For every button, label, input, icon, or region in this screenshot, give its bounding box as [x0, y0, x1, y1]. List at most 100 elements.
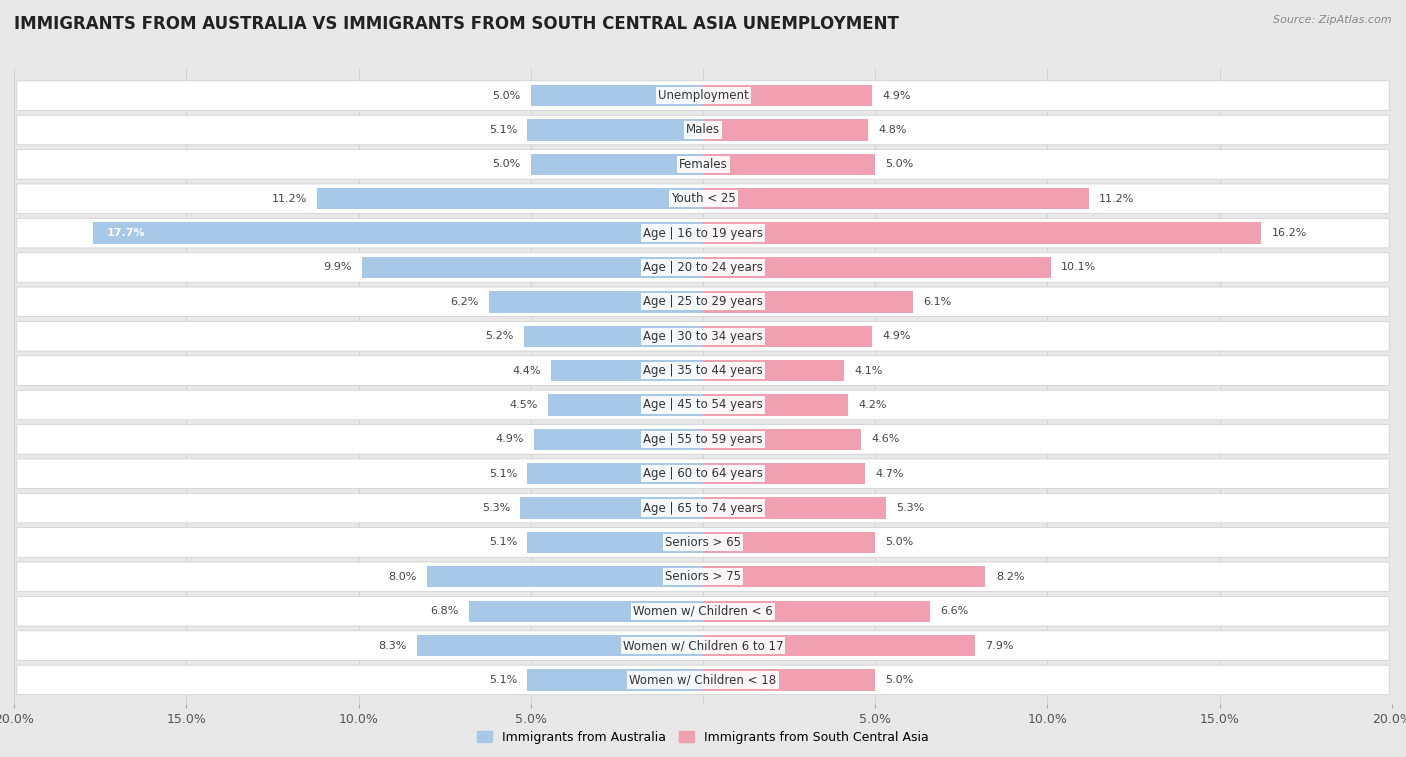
- Text: 8.0%: 8.0%: [388, 572, 418, 582]
- Text: 8.2%: 8.2%: [995, 572, 1025, 582]
- Text: Women w/ Children < 18: Women w/ Children < 18: [630, 674, 776, 687]
- Bar: [703, 85, 872, 106]
- Bar: [361, 257, 703, 278]
- Text: 6.6%: 6.6%: [941, 606, 969, 616]
- FancyBboxPatch shape: [17, 287, 1389, 316]
- Bar: [527, 669, 703, 690]
- Bar: [551, 360, 703, 382]
- Bar: [527, 463, 703, 484]
- Bar: [531, 154, 703, 175]
- Text: Unemployment: Unemployment: [658, 89, 748, 102]
- Text: 5.3%: 5.3%: [896, 503, 924, 513]
- FancyBboxPatch shape: [17, 631, 1389, 660]
- Bar: [93, 223, 703, 244]
- Bar: [703, 428, 862, 450]
- Bar: [703, 154, 875, 175]
- Text: Age | 35 to 44 years: Age | 35 to 44 years: [643, 364, 763, 377]
- Text: Youth < 25: Youth < 25: [671, 192, 735, 205]
- Text: 4.1%: 4.1%: [855, 366, 883, 375]
- Text: 5.0%: 5.0%: [886, 675, 914, 685]
- FancyBboxPatch shape: [17, 322, 1389, 351]
- Bar: [703, 326, 872, 347]
- Text: 5.1%: 5.1%: [489, 675, 517, 685]
- Text: Age | 55 to 59 years: Age | 55 to 59 years: [643, 433, 763, 446]
- Bar: [703, 188, 1088, 210]
- Bar: [703, 600, 931, 621]
- Text: 11.2%: 11.2%: [271, 194, 307, 204]
- Text: 4.9%: 4.9%: [495, 435, 524, 444]
- Text: 5.3%: 5.3%: [482, 503, 510, 513]
- Bar: [703, 566, 986, 587]
- Text: 17.7%: 17.7%: [107, 228, 146, 238]
- Text: 4.7%: 4.7%: [875, 469, 904, 478]
- FancyBboxPatch shape: [17, 528, 1389, 557]
- Text: Females: Females: [679, 158, 727, 171]
- FancyBboxPatch shape: [17, 390, 1389, 419]
- Text: Age | 45 to 54 years: Age | 45 to 54 years: [643, 398, 763, 412]
- Bar: [468, 600, 703, 621]
- Text: Age | 30 to 34 years: Age | 30 to 34 years: [643, 330, 763, 343]
- FancyBboxPatch shape: [17, 459, 1389, 488]
- Text: 4.5%: 4.5%: [509, 400, 537, 410]
- FancyBboxPatch shape: [17, 253, 1389, 282]
- Bar: [703, 223, 1261, 244]
- FancyBboxPatch shape: [17, 425, 1389, 454]
- FancyBboxPatch shape: [17, 562, 1389, 592]
- Legend: Immigrants from Australia, Immigrants from South Central Asia: Immigrants from Australia, Immigrants fr…: [472, 726, 934, 749]
- Text: 5.2%: 5.2%: [485, 332, 513, 341]
- Text: IMMIGRANTS FROM AUSTRALIA VS IMMIGRANTS FROM SOUTH CENTRAL ASIA UNEMPLOYMENT: IMMIGRANTS FROM AUSTRALIA VS IMMIGRANTS …: [14, 15, 898, 33]
- Bar: [520, 497, 703, 519]
- Text: Age | 20 to 24 years: Age | 20 to 24 years: [643, 261, 763, 274]
- Bar: [703, 635, 976, 656]
- Text: Source: ZipAtlas.com: Source: ZipAtlas.com: [1274, 15, 1392, 25]
- Bar: [703, 463, 865, 484]
- Text: 8.3%: 8.3%: [378, 640, 406, 650]
- Bar: [418, 635, 703, 656]
- Bar: [703, 291, 912, 313]
- Text: 16.2%: 16.2%: [1271, 228, 1306, 238]
- Text: 5.0%: 5.0%: [492, 160, 520, 170]
- Text: 5.1%: 5.1%: [489, 125, 517, 135]
- Text: Seniors > 65: Seniors > 65: [665, 536, 741, 549]
- Bar: [534, 428, 703, 450]
- FancyBboxPatch shape: [17, 665, 1389, 695]
- Text: 5.0%: 5.0%: [886, 160, 914, 170]
- Text: 6.1%: 6.1%: [924, 297, 952, 307]
- Bar: [527, 532, 703, 553]
- Text: 5.1%: 5.1%: [489, 469, 517, 478]
- Text: 5.0%: 5.0%: [492, 91, 520, 101]
- Text: Women w/ Children < 6: Women w/ Children < 6: [633, 605, 773, 618]
- Text: Males: Males: [686, 123, 720, 136]
- Bar: [527, 120, 703, 141]
- Text: 5.1%: 5.1%: [489, 537, 517, 547]
- Text: 4.8%: 4.8%: [879, 125, 907, 135]
- Bar: [489, 291, 703, 313]
- Bar: [703, 669, 875, 690]
- Text: Women w/ Children 6 to 17: Women w/ Children 6 to 17: [623, 639, 783, 652]
- FancyBboxPatch shape: [17, 494, 1389, 523]
- Text: Age | 65 to 74 years: Age | 65 to 74 years: [643, 502, 763, 515]
- Text: 6.8%: 6.8%: [430, 606, 458, 616]
- FancyBboxPatch shape: [17, 356, 1389, 385]
- FancyBboxPatch shape: [17, 115, 1389, 145]
- FancyBboxPatch shape: [17, 81, 1389, 111]
- Bar: [703, 394, 848, 416]
- Bar: [524, 326, 703, 347]
- Text: 7.9%: 7.9%: [986, 640, 1014, 650]
- Text: Age | 60 to 64 years: Age | 60 to 64 years: [643, 467, 763, 480]
- Text: 5.0%: 5.0%: [886, 537, 914, 547]
- Bar: [427, 566, 703, 587]
- Bar: [703, 360, 844, 382]
- Text: 4.6%: 4.6%: [872, 435, 900, 444]
- Bar: [703, 257, 1050, 278]
- Bar: [703, 497, 886, 519]
- Bar: [531, 85, 703, 106]
- Bar: [703, 120, 869, 141]
- Text: Seniors > 75: Seniors > 75: [665, 570, 741, 584]
- Text: 11.2%: 11.2%: [1099, 194, 1135, 204]
- Text: 4.4%: 4.4%: [513, 366, 541, 375]
- Text: 10.1%: 10.1%: [1062, 263, 1097, 273]
- Text: 9.9%: 9.9%: [323, 263, 352, 273]
- Bar: [318, 188, 703, 210]
- FancyBboxPatch shape: [17, 597, 1389, 626]
